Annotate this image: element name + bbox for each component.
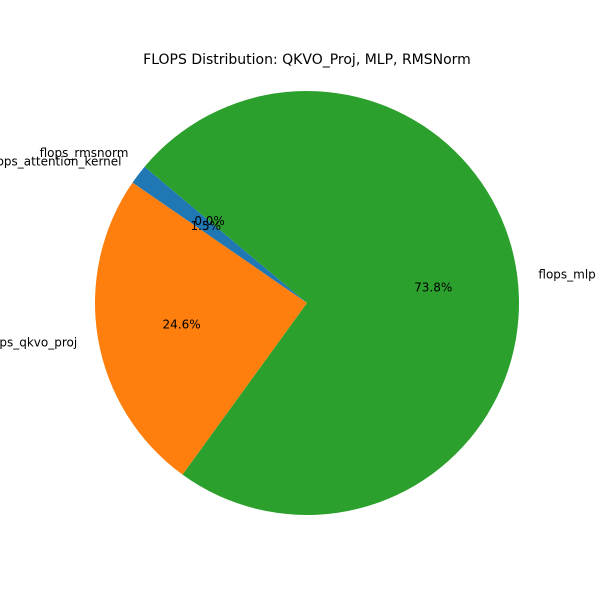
chart-title: FLOPS Distribution: QKVO_Proj, MLP, RMSN… bbox=[143, 52, 471, 68]
pie-slice-flops-rmsnorm bbox=[144, 166, 307, 303]
pie-slice-flops-mlp bbox=[144, 91, 520, 516]
pie-slice-flops-attention-kernel bbox=[132, 166, 307, 303]
slice-label-flops-mlp: flops_mlp bbox=[538, 268, 595, 282]
slice-label-flops-attention-kernel: flops_attention_kernel bbox=[0, 155, 122, 169]
slice-label-flops-qkvo-proj: flops_qkvo_proj bbox=[0, 335, 77, 349]
pie-slice-flops-qkvo-proj bbox=[94, 182, 307, 475]
slice-pct-flops-rmsnorm: 0.0% bbox=[194, 214, 225, 228]
slice-pct-flops-qkvo-proj: 24.6% bbox=[163, 318, 201, 332]
slice-pct-flops-attention-kernel: 1.5% bbox=[191, 219, 222, 233]
pie-labels: flops_attention_kernel 1.5% flops_qkvo_pro… bbox=[0, 146, 596, 349]
pie-slices bbox=[94, 91, 520, 516]
slice-pct-flops-mlp: 73.8% bbox=[414, 280, 452, 294]
slice-label-flops-rmsnorm: flops_rmsnorm bbox=[40, 146, 129, 160]
